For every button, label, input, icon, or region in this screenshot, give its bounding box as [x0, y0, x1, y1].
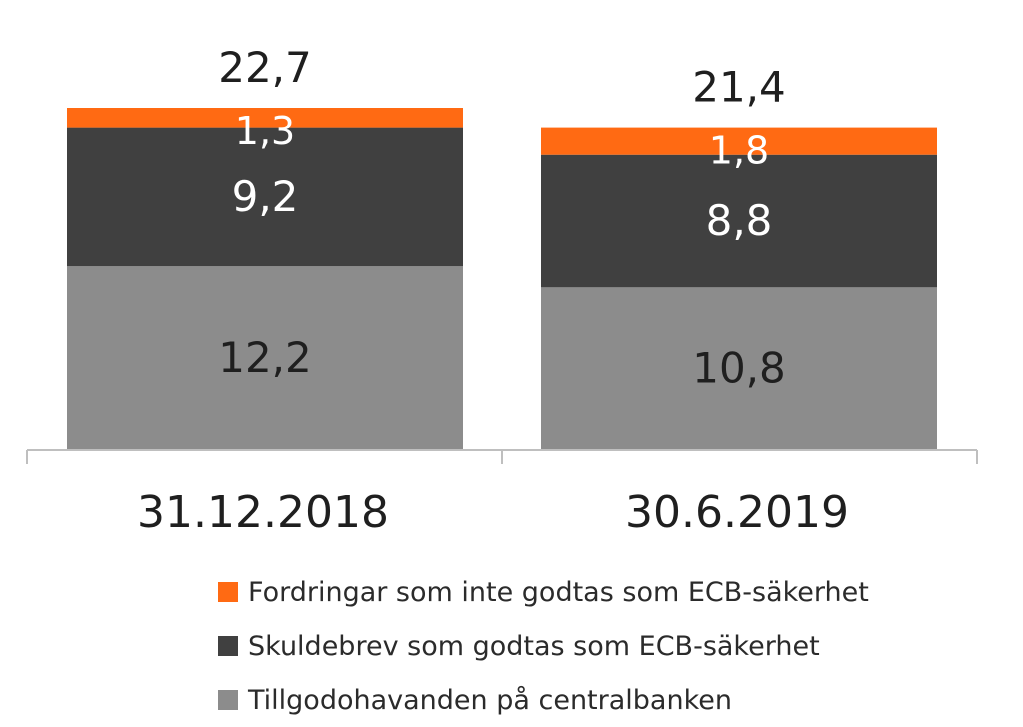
total-label-1: 22,7 [218, 43, 312, 92]
legend-item-tillgodohavanden: Tillgodohavanden på centralbanken [218, 673, 998, 727]
data-label-fordringar-1: 1,3 [235, 109, 295, 153]
legend-label-fordringar: Fordringar som inte godtas som ECB-säker… [248, 576, 869, 608]
chart-plot-area: 12,2 9,2 1,3 22,7 31.12.2018 10,8 8,8 1,8 21,4 30… [26, 43, 978, 538]
data-label-skuldebrev-2: 8,8 [706, 196, 773, 245]
legend-label-tillgodohavanden: Tillgodohavanden på centralbanken [248, 684, 732, 716]
bar-segment-fordringar-2 [541, 127, 937, 155]
legend-swatch-tillgodohavanden [218, 690, 238, 710]
data-label-skuldebrev-1: 9,2 [232, 172, 299, 221]
legend-swatch-fordringar [218, 582, 238, 602]
data-label-fordringar-2: 1,8 [709, 129, 769, 173]
legend-label-skuldebrev: Skuldebrev som godtas som ECB-säkerhet [248, 630, 820, 662]
legend-item-fordringar: Fordringar som inte godtas som ECB-säker… [218, 565, 998, 619]
bar-segment-skuldebrev-1 [67, 127, 463, 267]
bar-segment-tillgodohavanden-2 [541, 287, 937, 450]
legend-item-skuldebrev: Skuldebrev som godtas som ECB-säkerhet [218, 619, 998, 673]
x-tick-label-1: 31.12.2018 [137, 487, 389, 538]
data-label-tillgodohavanden-1: 12,2 [218, 333, 312, 382]
data-label-tillgodohavanden-2: 10,8 [692, 344, 786, 393]
total-label-2: 21,4 [692, 63, 786, 112]
bar-segment-tillgodohavanden-1 [67, 266, 463, 450]
bar-segment-skuldebrev-2 [541, 154, 937, 288]
legend-swatch-skuldebrev [218, 636, 238, 656]
x-tick-label-2: 30.6.2019 [625, 487, 849, 538]
bar-segment-fordringar-1 [67, 108, 463, 128]
chart-legend: Fordringar som inte godtas som ECB-säker… [218, 565, 998, 727]
